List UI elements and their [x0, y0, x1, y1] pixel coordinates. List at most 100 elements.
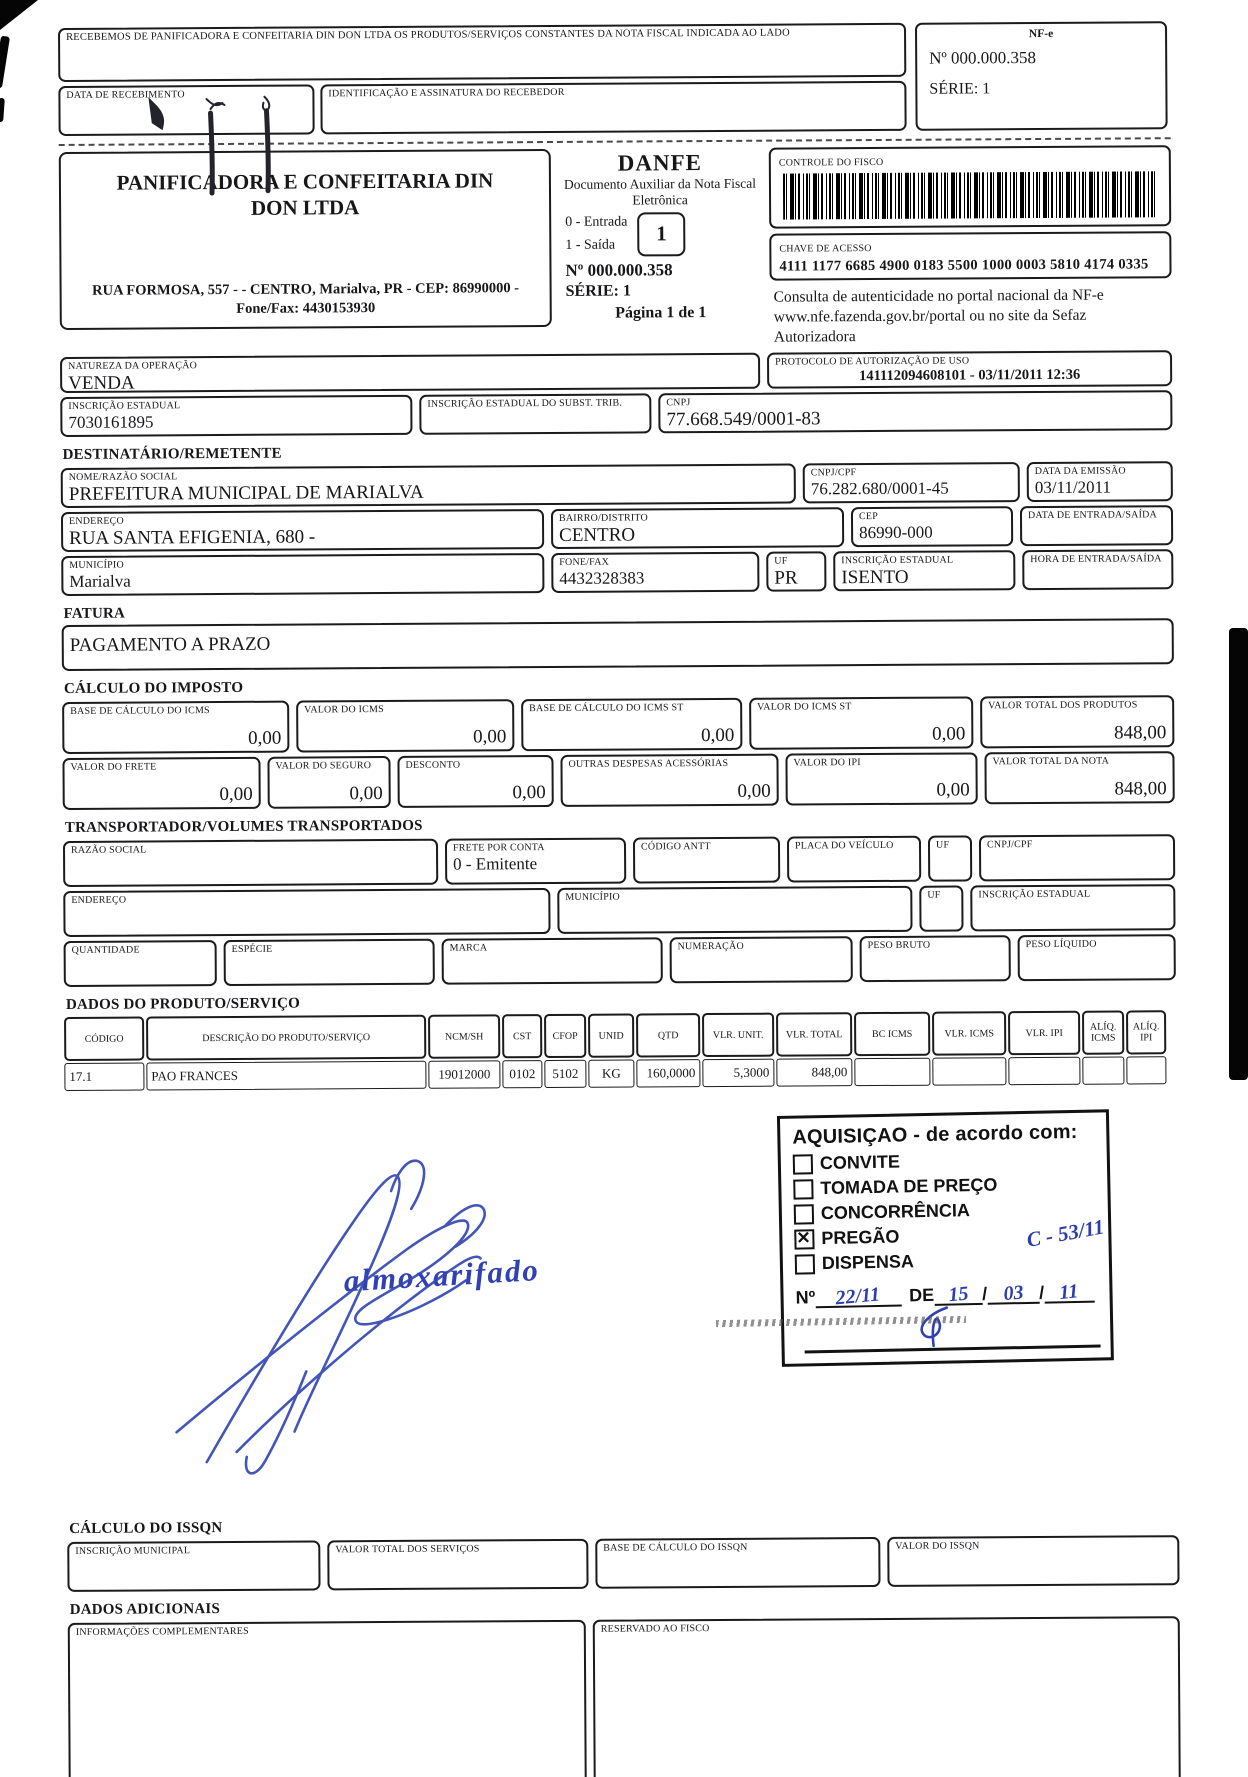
- stamp-numero-label: Nº: [795, 1287, 816, 1308]
- total-nota-label: VALOR TOTAL DA NOTA: [992, 756, 1110, 768]
- codigo-antt-label: CÓDIGO ANTT: [640, 841, 711, 853]
- checkbox-concorrencia: [793, 1203, 815, 1225]
- barcode: [782, 171, 1158, 220]
- col-vlr-unit: VLR. UNIT.: [702, 1013, 775, 1058]
- vlr-icms-st-label: VALOR DO ICMS ST: [757, 701, 852, 714]
- field-fatura: PAGAMENTO A PRAZO: [61, 618, 1174, 672]
- bairro-value: CENTRO: [559, 524, 636, 547]
- cep-value: 86990-000: [859, 523, 933, 543]
- cnpj-transportador-label: CNPJ/CPF: [986, 839, 1033, 851]
- field-total-nota: VALOR TOTAL DA NOTA 848,00: [984, 751, 1175, 805]
- field-bairro: BAIRRO/DISTRITO CENTRO: [550, 507, 845, 550]
- registration-row: INSCRIÇÃO ESTADUAL 7030161895 INSCRIÇÃO …: [60, 390, 1173, 438]
- product-row-vlr-icms: [932, 1057, 1007, 1087]
- stamp-option-concorrencia: CONCORRÊNCIA: [793, 1198, 1098, 1225]
- vlr-icms-value: 0,00: [473, 725, 507, 748]
- product-row-qtd: 160,0000: [636, 1059, 701, 1088]
- controle-fisco-label: CONTROLE DO FISCO: [778, 156, 884, 169]
- cut-line: [58, 137, 1171, 146]
- razao-transportador-label: RAZÃO SOCIAL: [70, 844, 147, 857]
- section-title-destinatario: DESTINATÁRIO/REMETENTE: [62, 446, 282, 464]
- option-entrada: 0 - Entrada: [565, 214, 628, 231]
- product-row-ncm: 19012000: [428, 1060, 501, 1090]
- stamp-numero-line-slot: 22/11: [814, 1280, 902, 1309]
- field-peso-liquido: PESO LÍQUIDO: [1017, 934, 1176, 982]
- municipio-destinatario-value: Marialva: [69, 572, 131, 592]
- handwritten-month: 03: [1002, 1281, 1025, 1306]
- issuer-name: PANIFICADORA E CONFEITARIA DIN DON LTDA: [116, 168, 494, 221]
- especie-value: [232, 955, 427, 956]
- data-emissao-value: 03/11/2011: [1034, 478, 1112, 498]
- cnpj-emitente-value: 77.668.549/0001-83: [666, 408, 821, 431]
- stamp-month-slot: 03: [986, 1277, 1040, 1306]
- stamp-year-slot: 11: [1043, 1276, 1095, 1304]
- uf-destinatario-label: UF: [774, 556, 788, 568]
- desconto-value: 0,00: [512, 781, 546, 803]
- product-row-codigo: 17.1: [64, 1062, 145, 1092]
- total-produtos-label: VALOR TOTAL DOS PRODUTOS: [988, 699, 1138, 712]
- bairro-label: BAIRRO/DISTRITO: [558, 512, 648, 525]
- field-especie: ESPÉCIE: [223, 939, 435, 987]
- bc-icms-st-value: 0,00: [701, 724, 735, 746]
- field-razao-social: NOME/RAZÃO SOCIAL PREFEITURA MUNICIPAL D…: [60, 463, 796, 509]
- numeracao-value: [678, 953, 845, 954]
- col-cfop: CFOP: [544, 1014, 587, 1059]
- concorrencia-label: CONCORRÊNCIA: [820, 1200, 971, 1224]
- marca-value: [450, 954, 655, 955]
- products-table-header: CÓDIGO DESCRIÇÃO DO PRODUTO/SERVIÇO NCM/…: [64, 1010, 1176, 1092]
- field-valor-issqn: VALOR DO ISSQN: [887, 1535, 1180, 1588]
- operation-type-box: 1: [637, 211, 686, 257]
- bc-icms-st-label: BASE DE CÁLCULO DO ICMS ST: [529, 702, 684, 715]
- field-informacoes-complementares: INFORMAÇÕES COMPLEMENTARES: [67, 1620, 587, 1777]
- danfe-form: RECEBEMOS DE PANIFICADORA E CONFEITARIA …: [58, 21, 1181, 1777]
- informacoes-complementares-label: INFORMAÇÕES COMPLEMENTARES: [75, 1626, 249, 1639]
- natureza-value: VENDA: [68, 373, 135, 394]
- field-endereco-transportador: ENDEREÇO: [63, 888, 551, 938]
- frete-por-conta-label: FRETE POR CONTA: [452, 842, 545, 855]
- imposto-row-2: VALOR DO FRETE 0,00 VALOR DO SEGURO 0,00…: [62, 751, 1175, 811]
- destinatario-row-1: NOME/RAZÃO SOCIAL PREFEITURA MUNICIPAL D…: [60, 461, 1173, 509]
- handwritten-year: 11: [1058, 1280, 1080, 1304]
- col-vlr-icms: VLR. ICMS: [932, 1011, 1007, 1057]
- fatura-value: PAGAMENTO A PRAZO: [69, 634, 271, 657]
- field-municipio-destinatario: MUNICÍPIO Marialva: [61, 553, 545, 597]
- field-cnpj-transportador: CNPJ/CPF: [978, 834, 1176, 882]
- field-assinatura-recebedor: IDENTIFICAÇÃO E ASSINATURA DO RECEBEDOR: [320, 80, 907, 135]
- fone-fax-label: FONE/FAX: [559, 557, 610, 569]
- transportador-row-2: ENDEREÇO MUNICÍPIO UF INSCRIÇÃO ESTADUAL: [63, 884, 1176, 938]
- ie-destinatario-label: INSCRIÇÃO ESTADUAL: [841, 555, 954, 567]
- field-inscricao-subst-trib: INSCRIÇÃO ESTADUAL DO SUBST. TRIB.: [419, 393, 652, 436]
- field-codigo-antt: CÓDIGO ANTT: [632, 837, 781, 884]
- nfe-title: NF-e: [1028, 27, 1054, 41]
- convite-label: CONVITE: [819, 1151, 901, 1174]
- fisco-panel: CONTROLE DO FISCO CHAVE DE ACESSO 4111 1…: [768, 145, 1172, 349]
- field-uf-transportador-2: UF: [919, 885, 964, 933]
- tomada-de-preco-label: TOMADA DE PREÇO: [820, 1174, 998, 1199]
- field-cep: CEP 86990-000: [850, 506, 1014, 548]
- receipt-stub: RECEBEMOS DE PANIFICADORA E CONFEITARIA …: [58, 21, 1171, 136]
- field-uf-destinatario: UF PR: [766, 551, 827, 593]
- section-title-issqn: CÁLCULO DO ISSQN: [69, 1520, 223, 1538]
- data-recebimento-label: DATA DE RECEBIMENTO: [66, 89, 185, 101]
- assinatura-recebedor-label: IDENTIFICAÇÃO E ASSINATURA DO RECEBEDOR: [328, 86, 565, 100]
- peso-liquido-label: PESO LÍQUIDO: [1025, 939, 1097, 951]
- field-quantidade: QUANTIDADE: [63, 940, 217, 988]
- section-title-transportador: TRANSPORTADOR/VOLUMES TRANSPORTADOS: [64, 818, 423, 837]
- field-data-emissao: DATA DA EMISSÃO 03/11/2011: [1026, 461, 1173, 503]
- peso-liquido-value: [1026, 951, 1168, 952]
- ie-transportador-value: [978, 901, 1167, 902]
- col-aliq-ipi: ALÍQ. IPI: [1126, 1010, 1167, 1055]
- product-row-unid: KG: [588, 1059, 635, 1089]
- field-seguro: VALOR DO SEGURO 0,00: [267, 756, 391, 810]
- field-fone-fax: FONE/FAX 4432328383: [551, 552, 760, 594]
- product-row-cfop: 5102: [544, 1060, 587, 1089]
- product-row-vlr-ipi: [1008, 1057, 1081, 1086]
- destinatario-row-2: ENDEREÇO RUA SANTA EFIGENIA, 680 - BAIRR…: [60, 505, 1174, 553]
- transportador-row-1: RAZÃO SOCIAL FRETE POR CONTA 0 - Emitent…: [62, 834, 1176, 888]
- ie-label: INSCRIÇÃO ESTADUAL: [68, 400, 181, 413]
- stamp-day-slot: 15: [933, 1278, 983, 1306]
- marca-label: MARCA: [449, 942, 488, 955]
- total-produtos-value: 848,00: [1114, 721, 1167, 744]
- field-protocolo-autorizacao: PROTOCOLO DE AUTORIZAÇÃO DE USO 14111209…: [766, 350, 1173, 390]
